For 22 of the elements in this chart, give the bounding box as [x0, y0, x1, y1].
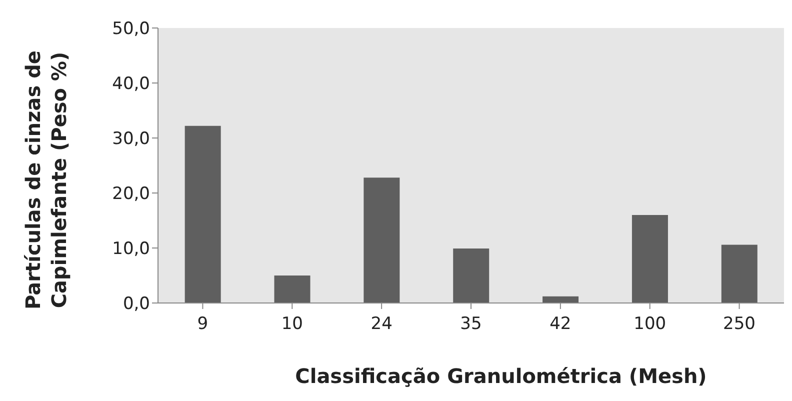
y-tick-label: 30,0: [112, 129, 150, 150]
x-tick-label: 100: [634, 314, 666, 334]
bar: [184, 126, 221, 303]
x-tick-label: 9: [197, 314, 208, 334]
x-tick-label: 42: [550, 314, 572, 334]
y-tick-label: 40,0: [112, 74, 150, 94]
x-tick-label: 10: [281, 314, 303, 334]
bar: [274, 276, 310, 303]
x-tick-label: 35: [460, 314, 482, 334]
bar: [364, 178, 400, 303]
y-tick-label: 10,0: [112, 239, 150, 260]
y-axis-title: Partículas de cinzas de Capimlefante (Peso %): [21, 50, 71, 310]
y-tick-label: 0,0: [122, 294, 150, 314]
x-tick-label: 24: [370, 314, 392, 334]
x-tick-label: 250: [723, 314, 756, 334]
x-axis-title: Classificação Granulométrica (Mesh): [295, 364, 707, 388]
y-tick-label: 50,0: [112, 19, 150, 40]
bar: [632, 215, 668, 303]
bar: [721, 244, 758, 303]
bar: [542, 296, 579, 303]
bar: [453, 248, 490, 303]
y-tick-label: 20,0: [112, 184, 150, 204]
